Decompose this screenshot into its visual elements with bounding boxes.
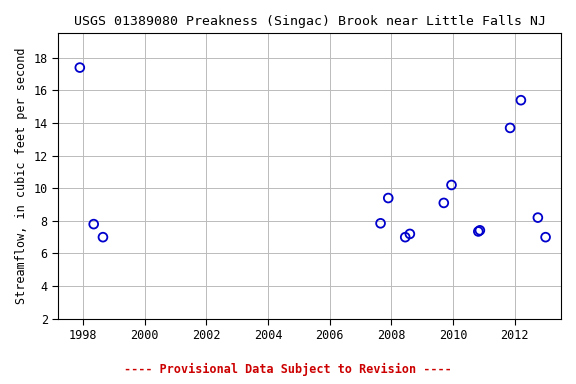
Point (98, 234, 108, 240)
Point (506, 125, 515, 131)
Point (447, 182, 456, 188)
Point (406, 231, 415, 237)
Title: USGS 01389080 Preakness (Singac) Brook near Little Falls NJ: USGS 01389080 Preakness (Singac) Brook n… (74, 15, 545, 28)
Text: ---- Provisional Data Subject to Revision ----: ---- Provisional Data Subject to Revisio… (124, 363, 452, 376)
Point (89, 221, 98, 227)
Point (516, 97, 525, 103)
Point (439, 200, 448, 206)
Point (401, 234, 410, 240)
Point (541, 234, 550, 240)
Point (475, 227, 484, 233)
Point (384, 195, 393, 201)
Point (533, 215, 543, 221)
Point (376, 220, 385, 227)
Point (75, 65, 85, 71)
Point (473, 228, 483, 235)
Y-axis label: Streamflow, in cubic feet per second: Streamflow, in cubic feet per second (15, 48, 28, 304)
